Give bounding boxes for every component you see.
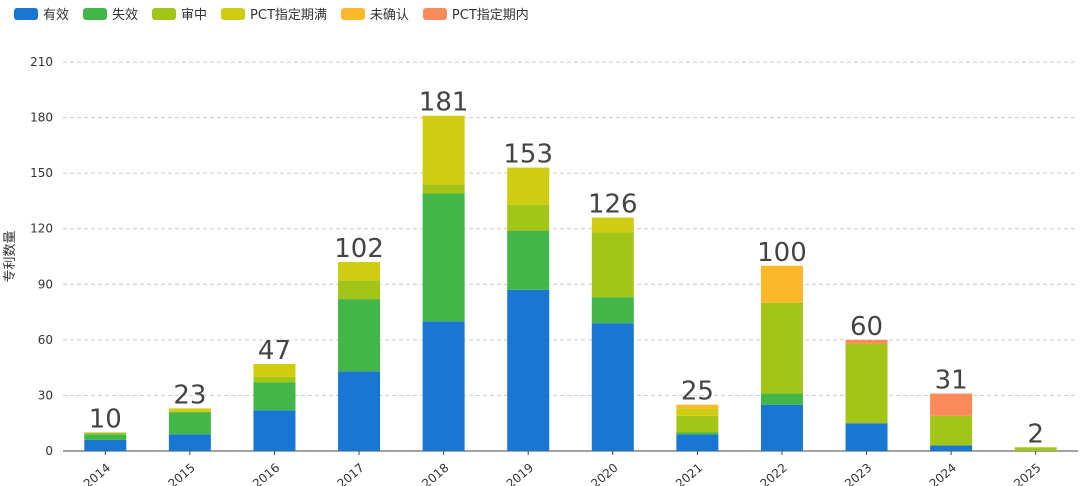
bar-total-label: 31 [935,366,968,396]
bar-segment [591,217,634,233]
x-tick-label: 2025 [1011,461,1043,486]
x-tick-label: 2016 [250,461,282,486]
bar-segment [253,410,296,451]
bar-segment [422,184,465,194]
x-tick-label: 2022 [757,461,789,486]
bar-segment [845,339,888,344]
bar-segment [253,376,296,383]
bar-segment [422,193,465,322]
legend-swatch [83,7,108,20]
y-tick-label: 60 [38,333,53,347]
y-tick-label: 90 [38,277,53,291]
bar-segment [507,204,550,231]
bar-segment [422,115,465,185]
legend-swatch [221,7,246,20]
bar-segment [253,382,296,411]
bar-segment [845,343,888,424]
legend-item[interactable]: PCT指定期满 [221,4,327,23]
legend-item[interactable]: PCT指定期内 [422,4,529,23]
bar-segment [507,167,550,205]
bar-total-label: 23 [173,380,206,410]
legend-label: 未确认 [369,8,409,23]
bar-segment [591,323,634,451]
y-axis-title: 专利数量 [3,230,18,282]
bar-segment [84,434,127,440]
x-tick-label: 2018 [419,461,451,486]
legend-label: PCT指定期内 [451,8,529,23]
x-tick-label: 2014 [81,461,113,486]
bar-segment [591,297,634,324]
chart-legend: 有效 失效 审中 PCT指定期满 未确认 PCT指定期内 [14,4,529,23]
legend-item[interactable]: 失效 [83,4,138,23]
bar-total-label: 47 [258,336,291,366]
bar-segment [930,415,973,446]
bar-segment [760,302,803,394]
bar-segment [168,412,211,435]
bar-total-label: 153 [503,140,553,170]
y-tick-label: 150 [30,166,53,180]
legend-label: 失效 [112,8,139,23]
bar-total-label: 10 [89,404,122,434]
y-tick-label: 180 [30,111,53,125]
x-tick-label: 2020 [588,461,620,486]
x-tick-label: 2023 [842,461,874,486]
bar-segment [338,280,381,300]
bar-total-label: 100 [757,238,807,268]
bar-segment [338,299,381,372]
bar-segment [845,423,888,451]
bar-segment [338,371,381,451]
x-tick-label: 2024 [927,461,959,486]
bar-segment [930,393,973,416]
bar-segment [676,434,719,451]
y-tick-label: 210 [30,55,53,69]
y-tick-label: 30 [38,388,53,402]
bar-segment [676,432,719,435]
legend-item[interactable]: 有效 [14,4,69,23]
bar-segment [507,230,550,290]
bar-segment [676,404,719,409]
bar-segment [676,408,719,416]
bar-segment [168,408,211,413]
legend-swatch [340,7,365,20]
bar-total-label: 60 [850,312,883,342]
legend-swatch [422,7,447,20]
bar-segment [1014,447,1057,451]
x-tick-label: 2017 [335,461,367,486]
x-tick-label: 2019 [504,461,536,486]
bar-total-label: 126 [588,190,638,220]
bar-segment [84,439,127,451]
bar-segment [676,415,719,433]
legend-item[interactable]: 审中 [152,4,207,23]
x-tick-label: 2021 [673,461,705,486]
y-tick-label: 120 [30,222,53,236]
bar-total-label: 25 [681,377,714,407]
bar-segment [422,321,465,451]
bar-segment [168,434,211,451]
bar-segment [930,445,973,451]
bar-segment [760,393,803,405]
bar-segment [760,265,803,303]
bar-segment [84,432,127,435]
y-tick-label: 0 [45,444,53,458]
bar-total-label: 2 [1027,419,1044,449]
legend-label: PCT指定期满 [250,8,327,23]
bar-total-label: 181 [419,88,469,118]
bar-segment [253,363,296,377]
bar-segment [760,404,803,451]
legend-item[interactable]: 未确认 [340,4,409,23]
bar-segment [591,232,634,298]
legend-swatch [152,7,177,20]
legend-label: 有效 [43,8,70,23]
legend-swatch [14,7,38,20]
bar-segment [507,289,550,451]
bar-total-label: 102 [334,234,384,264]
legend-label: 审中 [181,8,208,23]
bar-segment [338,262,381,281]
x-tick-label: 2015 [165,461,197,486]
